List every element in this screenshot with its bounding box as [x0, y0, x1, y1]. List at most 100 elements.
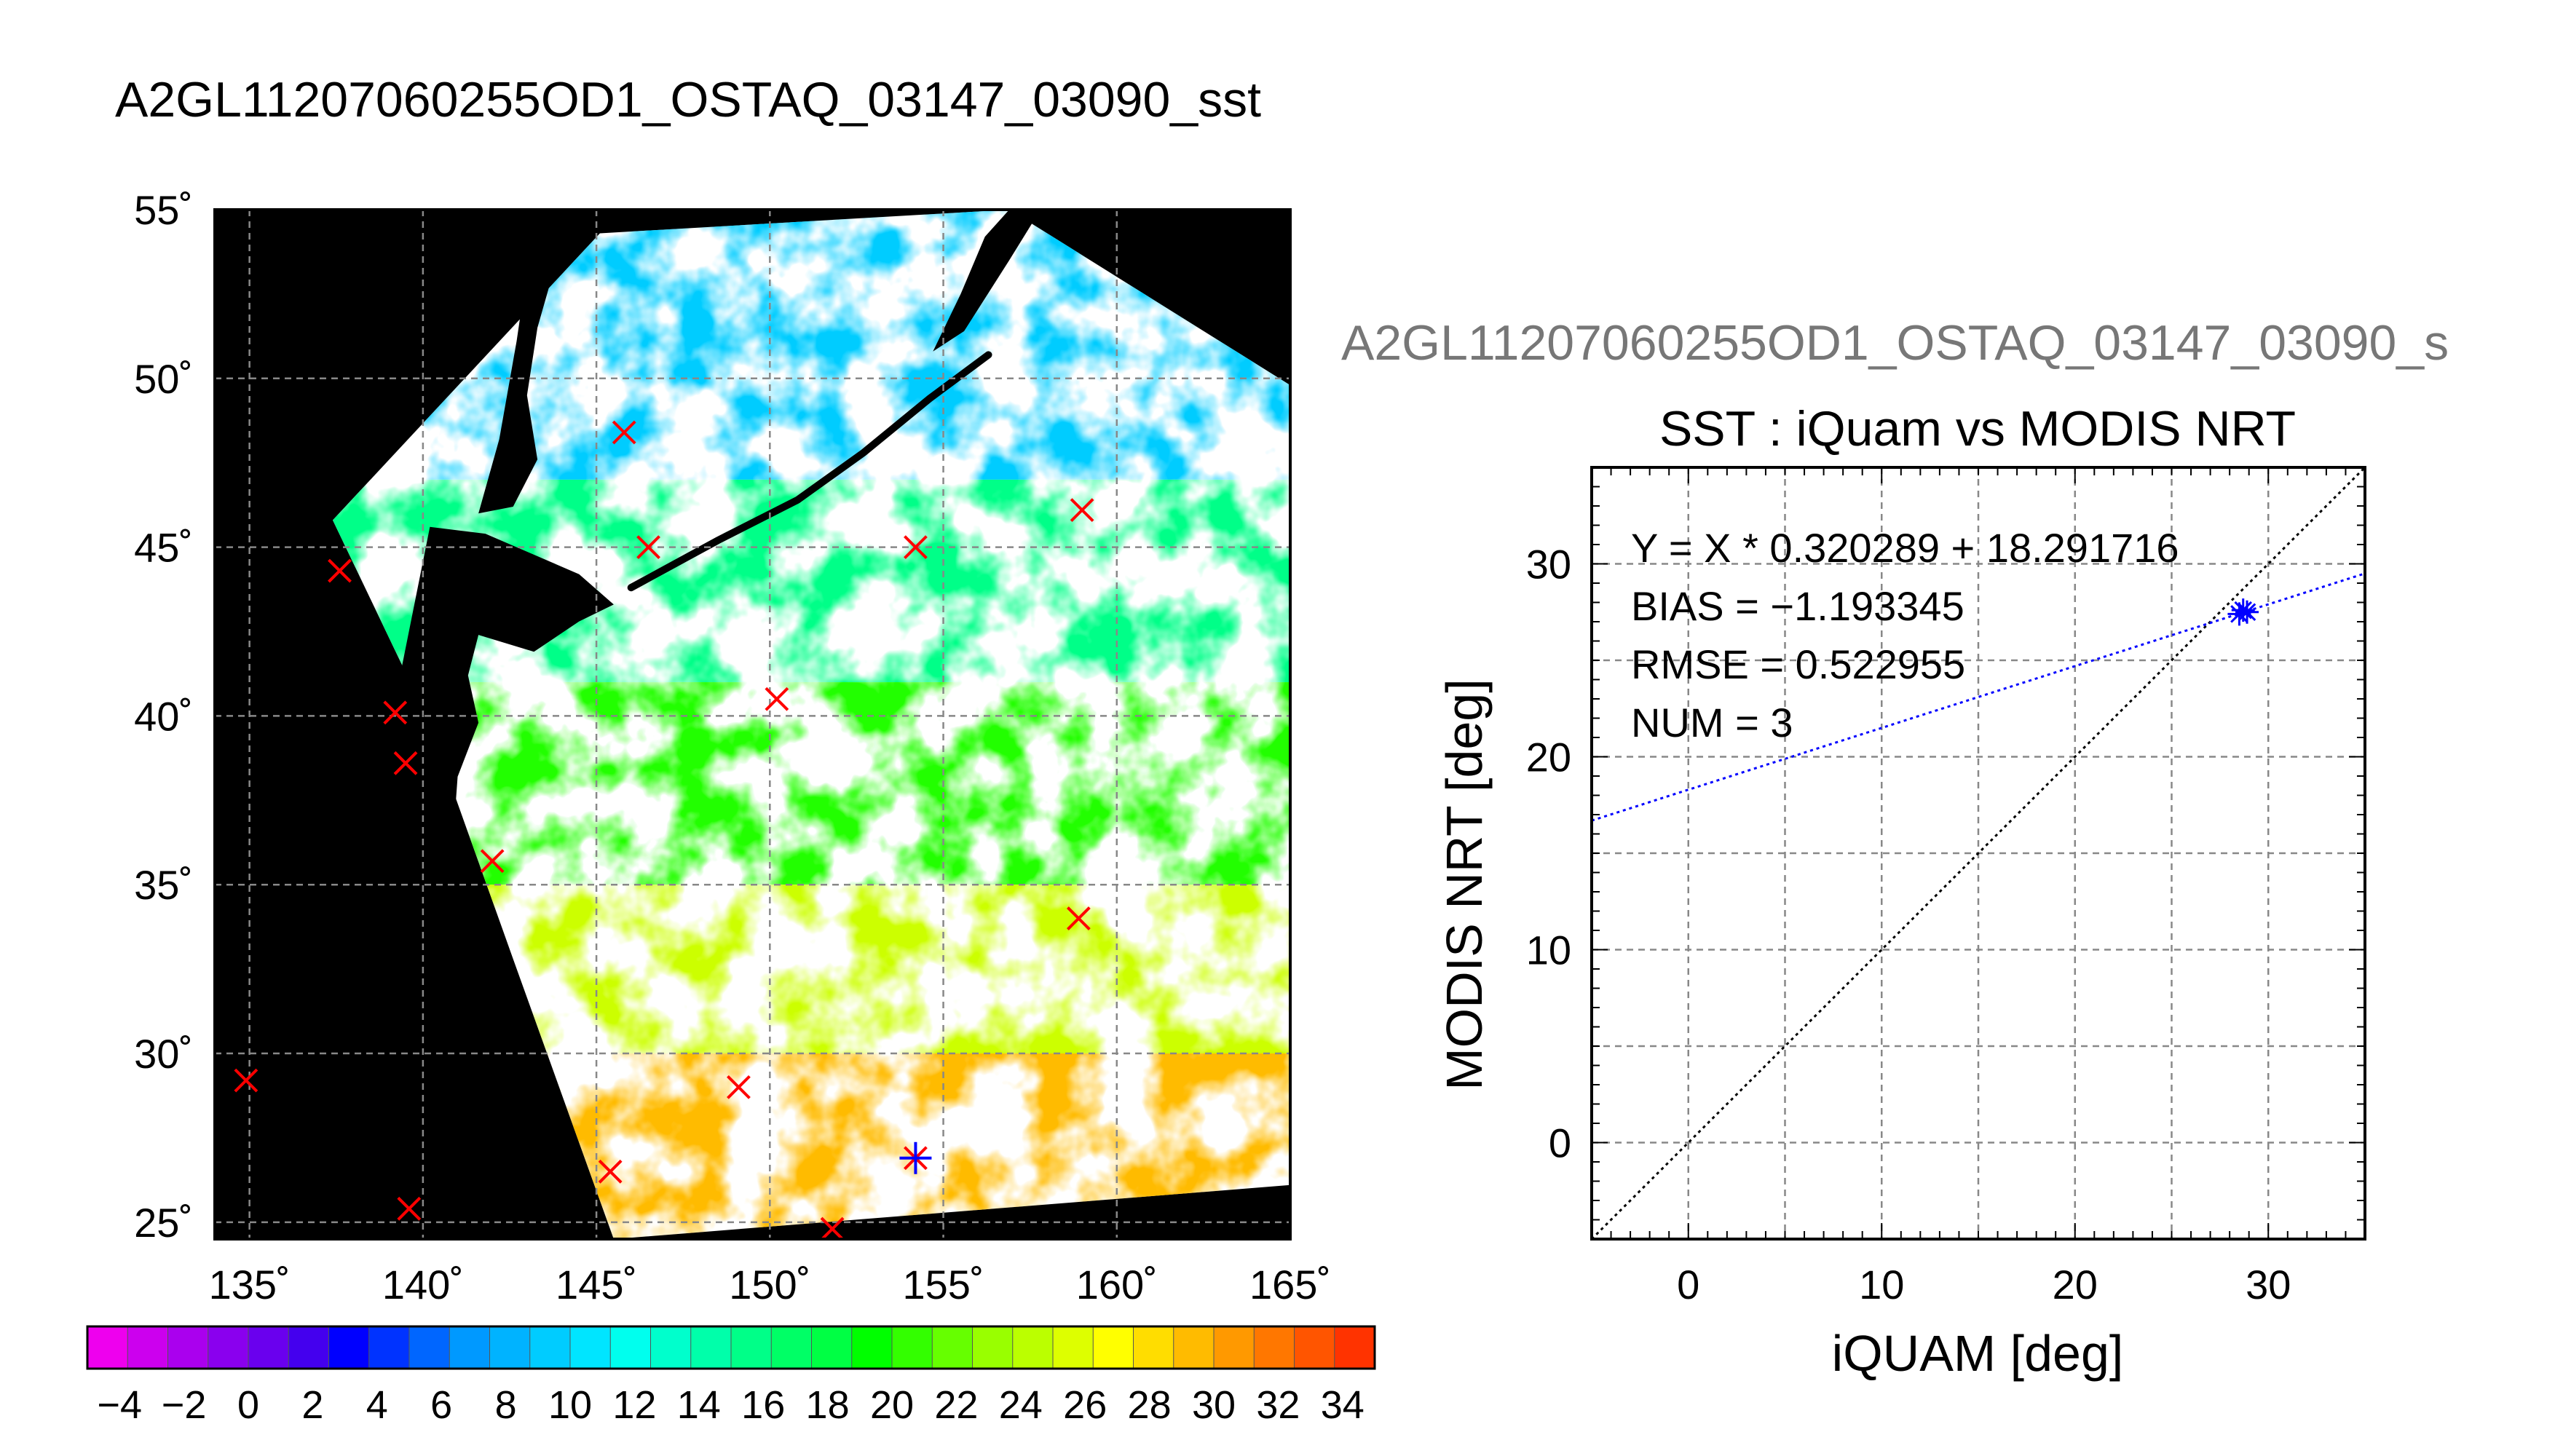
scatter-x-label: iQUAM [deg]: [1832, 1325, 2124, 1382]
matchup-marker: [636, 535, 660, 560]
lat-tick-label: 35˚: [134, 862, 193, 908]
scatter-y-tick-label: 20: [1526, 735, 1571, 780]
colorbar-swatch: [1253, 1326, 1295, 1369]
colorbar-tick-label: −2: [162, 1383, 207, 1427]
colorbar-tick-label: 16: [741, 1383, 785, 1427]
identity-line: [1592, 467, 2365, 1239]
colorbar-swatch: [208, 1326, 250, 1369]
colorbar-tick-label: 32: [1256, 1383, 1300, 1427]
stat-num: NUM = 3: [1631, 700, 1793, 745]
scatter-x-tick-label: 10: [1859, 1262, 1904, 1307]
land-sakhalin: [478, 233, 555, 514]
matchup-marker: [328, 558, 352, 583]
colorbar-swatch: [449, 1326, 491, 1369]
matchup-marker: [727, 1075, 751, 1099]
scatter-minor-ticks: [1591, 467, 2366, 1240]
colorbar-swatch: [328, 1326, 370, 1369]
colorbar-swatch: [127, 1326, 169, 1369]
matchup-marker: [1066, 906, 1091, 930]
lon-axis: 135˚ 140˚ 145˚ 150˚ 155˚ 160˚ 165˚: [209, 1262, 1331, 1307]
scatter-x-axis: 0 10 20 30: [1677, 1262, 2291, 1307]
map-grid: [215, 210, 1290, 1239]
colorbar-swatch: [1213, 1326, 1255, 1369]
colorbar-tick-label: 6: [430, 1383, 452, 1427]
lon-tick-label: 150˚: [729, 1262, 810, 1307]
fit-statistics: Y = X * 0.320289 + 18.291716 BIAS = −1.1…: [1631, 525, 2179, 745]
colorbar-swatch: [891, 1326, 933, 1369]
colorbar-tick-label: 22: [934, 1383, 978, 1427]
colorbar-swatch: [1294, 1326, 1335, 1369]
stat-fit: Y = X * 0.320289 + 18.291716: [1631, 525, 2179, 571]
colorbar-swatch: [529, 1326, 572, 1369]
colorbar-tick-label: 34: [1321, 1383, 1365, 1427]
map-frame: [213, 208, 1292, 1241]
matchup-marker: [393, 751, 418, 775]
colorbar-tick-label: 12: [612, 1383, 656, 1427]
land-kamchatka: [933, 210, 1040, 352]
lat-tick-label: 55˚: [134, 187, 193, 233]
lon-tick-label: 155˚: [903, 1262, 984, 1307]
lon-tick-label: 145˚: [556, 1262, 637, 1307]
colorbar-tick-label: 10: [548, 1383, 592, 1427]
colorbar-tick-label: 26: [1063, 1383, 1107, 1427]
matchup-marker: [397, 1196, 422, 1221]
colorbar-swatch: [1092, 1326, 1134, 1369]
matchup-markers: [234, 420, 1094, 1239]
scatter-plot: SST : iQuam vs MODIS NRT 0 10 20 30 0 10 20 30…: [1436, 401, 2366, 1382]
scatter-y-tick-label: 0: [1549, 1120, 1571, 1166]
colorbar-swatch: [1052, 1326, 1094, 1369]
scatter-y-tick-label: 10: [1526, 927, 1571, 973]
colorbar-swatch: [489, 1326, 531, 1369]
colorbar-tick-label: 2: [301, 1383, 323, 1427]
lat-tick-label: 50˚: [134, 356, 193, 402]
colorbar-swatch: [811, 1326, 853, 1369]
colorbar-swatch: [87, 1326, 129, 1369]
colorbar-swatch: [609, 1326, 652, 1369]
scatter-x-tick-label: 0: [1677, 1262, 1699, 1307]
colorbar-tick-label: 30: [1192, 1383, 1236, 1427]
matchup-point: [2231, 598, 2255, 622]
lon-tick-label: 135˚: [209, 1262, 291, 1307]
colorbar-swatch: [1334, 1326, 1376, 1369]
colorbar-swatch: [1133, 1326, 1174, 1369]
lat-tick-label: 25˚: [134, 1200, 193, 1246]
figure-title: A2GL11207060255OD1_OSTAQ_03147_03090_sst: [115, 72, 1261, 127]
scatter-y-tick-label: 30: [1526, 542, 1571, 587]
matchup-marker: [820, 1216, 845, 1239]
scatter-x-tick-label: 20: [2053, 1262, 2098, 1307]
colorbar-tick-label: 8: [495, 1383, 517, 1427]
colorbar-swatch: [1012, 1326, 1054, 1369]
matchup-marker: [480, 849, 505, 874]
colorbar-tick-label: 24: [999, 1383, 1043, 1427]
colorbar-ticks: −4 −2 0 2 4 6 8 10 12 14 16 18 20 22 24 26 28 30 32 34: [97, 1383, 1364, 1427]
scatter-file-title: A2GL11207060255OD1_OSTAQ_03147_03090_s: [1341, 315, 2449, 371]
lat-axis: 25˚ 30˚ 35˚ 40˚ 45˚ 50˚ 55˚: [134, 187, 193, 1246]
colorbar-swatch: [931, 1326, 974, 1369]
colorbar-swatch: [569, 1326, 612, 1369]
land-japan: [374, 526, 614, 878]
colorbar-swatch: [1173, 1326, 1215, 1369]
colorbar-swatches: [87, 1326, 1376, 1369]
matchup-marker: [383, 700, 408, 725]
colorbar-swatch: [770, 1326, 813, 1369]
colorbar-swatch: [248, 1326, 290, 1369]
scatter-y-axis: 0 10 20 30: [1526, 542, 1571, 1166]
lat-tick-label: 40˚: [134, 693, 193, 739]
colorbar-tick-label: 0: [237, 1383, 259, 1427]
lon-tick-label: 165˚: [1249, 1262, 1331, 1307]
sst-map: 25˚ 30˚ 35˚ 40˚ 45˚ 50˚ 55˚ 135˚ 140˚ 145˚ 150˚ 15…: [134, 187, 1331, 1307]
colorbar-swatch: [690, 1326, 732, 1369]
kuril-islands: [627, 351, 992, 592]
matchup-marker: [904, 535, 928, 560]
matchup-marker: [234, 1068, 258, 1093]
colorbar-tick-label: 4: [366, 1383, 388, 1427]
matchup-marker: [899, 1142, 932, 1174]
matchup-point: [2235, 600, 2259, 624]
colorbar-swatch: [650, 1326, 692, 1369]
colorbar-tick-label: 20: [870, 1383, 914, 1427]
scatter-y-label: MODIS NRT [deg]: [1436, 678, 1493, 1090]
colorbar-swatch: [851, 1326, 893, 1369]
stat-rmse: RMSE = 0.522955: [1631, 641, 1965, 687]
colorbar-tick-label: 28: [1128, 1383, 1172, 1427]
